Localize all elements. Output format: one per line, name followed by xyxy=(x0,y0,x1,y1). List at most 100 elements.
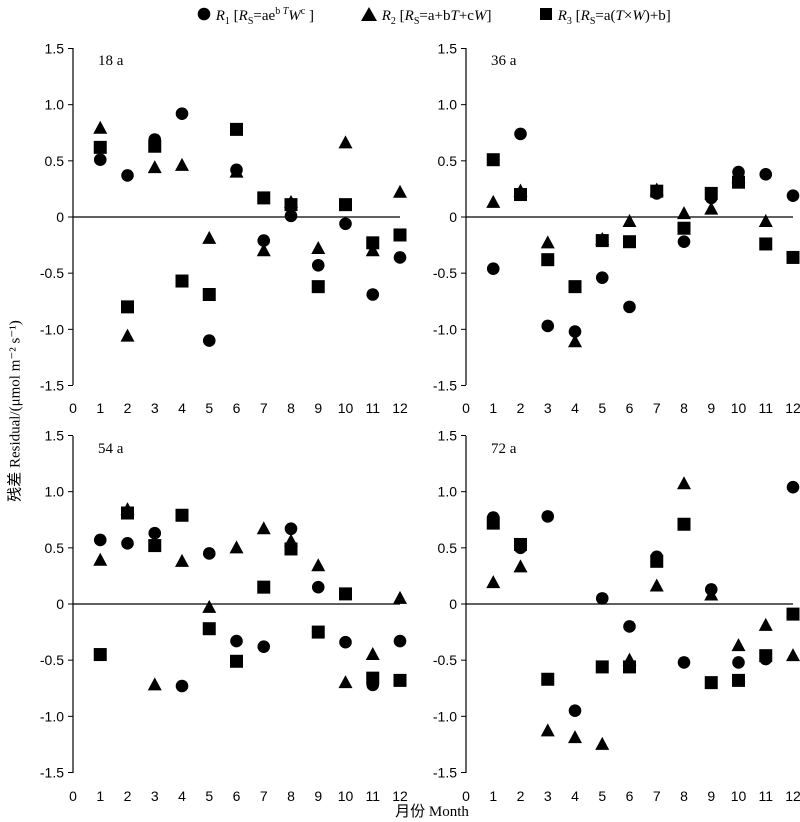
point-r2-triangle xyxy=(758,617,773,631)
panel-4: 1.51.00.50-0.5-1.0-1.50 1 2 3 4 5 6 7 8 9 10 11 1272… xyxy=(433,428,800,804)
point-r3-square xyxy=(568,280,582,294)
point-r1-circle xyxy=(284,522,298,536)
panel-2: 1.51.00.50-0.5-1.0-1.50 1 2 3 4 5 6 7 8 9 10 11 1236… xyxy=(433,41,800,417)
y-tick-label: -0.5 xyxy=(40,265,64,281)
x-tick-label: 1 xyxy=(96,400,104,416)
point-r3-square xyxy=(393,673,407,687)
legend-r2-name: R xyxy=(381,8,391,24)
x-tick-label: 7 xyxy=(653,400,661,416)
x-tick-label: 2 xyxy=(124,400,132,416)
point-r2-triangle xyxy=(147,677,162,691)
y-tick-label: 1.5 xyxy=(45,428,65,444)
x-tick-label: 7 xyxy=(653,788,661,804)
legend-triangle-marker xyxy=(361,7,377,21)
x-tick-label: 5 xyxy=(598,400,606,416)
y-tick-label: 1.5 xyxy=(438,428,458,444)
legend-r2-w: W xyxy=(473,8,487,24)
point-r3-square xyxy=(148,539,162,553)
point-r2-triangle xyxy=(202,230,217,244)
point-r2-triangle xyxy=(175,553,189,567)
point-r3-square xyxy=(257,191,271,205)
y-tick-label: 1.0 xyxy=(438,484,458,500)
x-tick-label: 3 xyxy=(544,400,552,416)
point-r3-square xyxy=(786,250,800,264)
y-tick-label: -1.0 xyxy=(433,321,457,337)
y-tick-label: 0 xyxy=(449,596,457,612)
point-r3-square xyxy=(732,175,745,189)
point-r1-circle xyxy=(568,704,582,718)
x-tick-label: 4 xyxy=(571,788,579,804)
point-r3-square xyxy=(148,139,162,153)
panel-3: 1.51.00.50-0.5-1.0-1.50 1 2 3 4 5 6 7 8 9 10 11 1254… xyxy=(40,428,408,805)
legend-r1-rs: R xyxy=(238,8,248,24)
point-r3-square xyxy=(786,607,800,621)
point-r3-square xyxy=(514,537,527,551)
point-r2-triangle xyxy=(365,647,380,661)
point-r2-triangle xyxy=(677,206,691,220)
point-r1-circle xyxy=(339,217,352,231)
point-r2-triangle xyxy=(93,120,108,134)
y-tick-label: -1.5 xyxy=(433,378,457,394)
point-r2-triangle xyxy=(256,521,271,535)
legend-r1-w: W xyxy=(288,8,301,24)
x-tick-label: 8 xyxy=(680,788,688,804)
x-tick-label: 9 xyxy=(707,788,715,804)
point-r1-circle xyxy=(202,547,216,560)
x-tick-label: 0 xyxy=(462,788,470,804)
point-r1-circle xyxy=(93,153,107,167)
point-r1-circle xyxy=(786,189,800,202)
point-r1-circle xyxy=(759,168,773,181)
legend-item-r1: R1 [RS=aeb TWc ] xyxy=(196,6,314,27)
legend-r1-close: ] xyxy=(308,8,314,24)
point-r3-square xyxy=(202,288,216,302)
legend-r1-sup3: c xyxy=(300,6,306,17)
point-r1-circle xyxy=(393,251,407,264)
point-r1-circle xyxy=(148,526,162,540)
point-r2-triangle xyxy=(513,559,528,573)
point-r1-circle xyxy=(541,319,555,333)
point-r2-triangle xyxy=(120,328,135,342)
point-r1-circle xyxy=(393,634,407,648)
point-r1-circle xyxy=(595,592,609,605)
point-r3-square xyxy=(759,237,773,251)
point-r3-square xyxy=(93,140,107,154)
point-r3-square xyxy=(677,517,691,531)
point-r1-circle xyxy=(284,209,298,223)
point-r2-triangle xyxy=(486,575,501,589)
point-r3-square xyxy=(704,676,718,690)
point-r3-square xyxy=(650,184,664,198)
point-r3-square xyxy=(486,153,500,167)
point-r3-square xyxy=(175,508,189,522)
x-tick-label: 3 xyxy=(151,788,159,804)
point-r3-square xyxy=(704,186,718,200)
point-r3-square xyxy=(595,234,609,248)
point-r2-triangle xyxy=(147,160,162,174)
point-r2-triangle xyxy=(393,590,407,604)
legend-item-r3: R3 [RS=a(T×W)+b] xyxy=(538,6,671,27)
y-tick-label: 1.5 xyxy=(438,41,458,57)
x-tick-label: 11 xyxy=(365,788,380,804)
point-r2-triangle xyxy=(677,476,691,490)
point-r1-circle xyxy=(568,325,582,338)
point-r2-triangle xyxy=(229,164,244,178)
point-r2-triangle xyxy=(175,157,189,171)
x-tick-label: 7 xyxy=(260,788,268,804)
x-tick-label: 6 xyxy=(626,788,634,804)
legend-r1-rs-sub: S xyxy=(247,16,254,27)
point-r3-square xyxy=(121,506,134,520)
y-tick-label: 0.5 xyxy=(45,540,65,556)
y-tick-label: 0 xyxy=(56,596,64,612)
point-r3-square xyxy=(339,198,352,212)
x-tick-label: 9 xyxy=(314,400,322,416)
x-tick-label: 2 xyxy=(517,788,525,804)
x-tick-label: 3 xyxy=(544,788,552,804)
point-r2-triangle xyxy=(568,730,582,744)
x-tick-label: 8 xyxy=(287,400,295,416)
y-tick-label: -1.5 xyxy=(433,765,457,781)
legend: R1 [RS=aeb TWc ] R2 [RS=a+bT+cW] R3 [RS=… xyxy=(0,0,800,34)
x-tick-label: 4 xyxy=(178,400,186,416)
point-r1-circle xyxy=(623,620,636,633)
legend-square-marker xyxy=(540,8,552,20)
x-tick-label: 11 xyxy=(758,400,773,416)
